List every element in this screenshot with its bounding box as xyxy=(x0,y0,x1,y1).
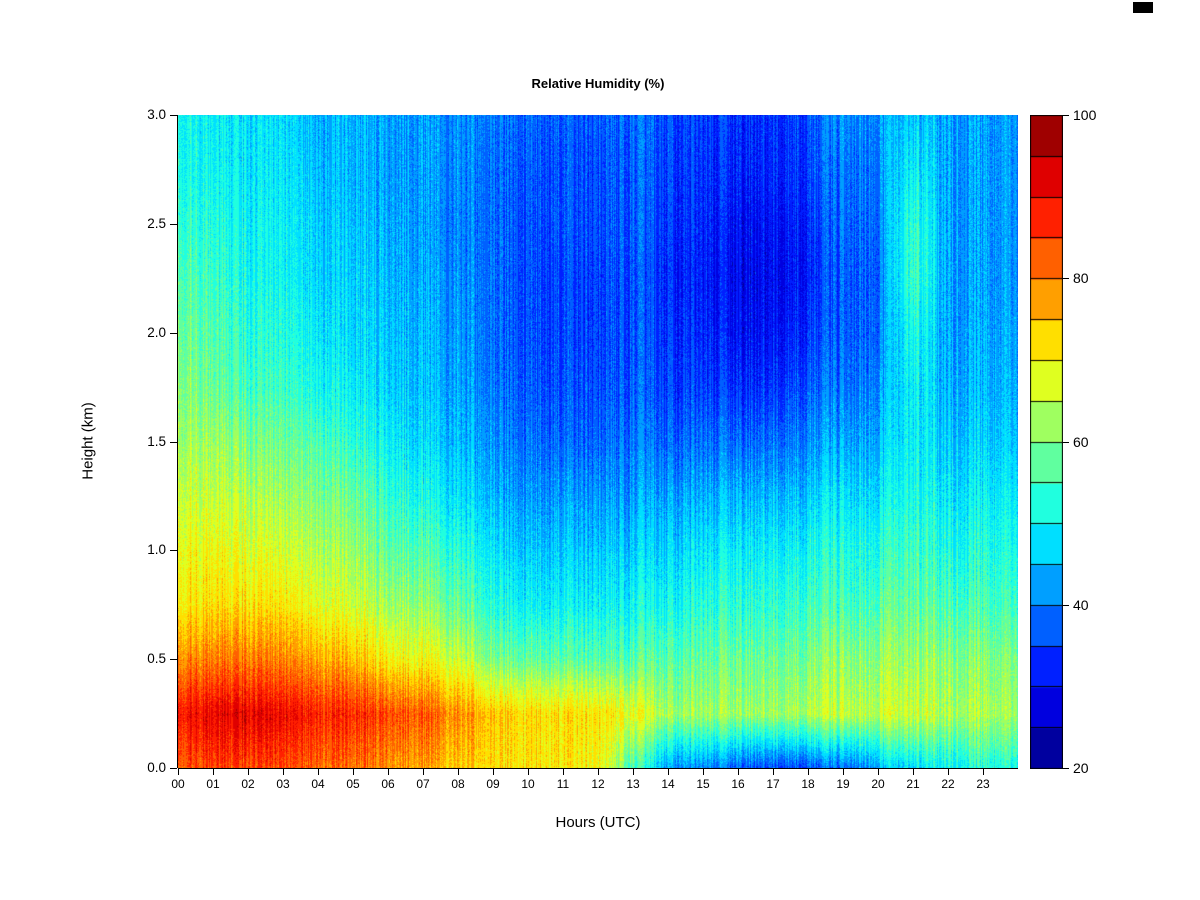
y-tick-label: 2.0 xyxy=(147,324,166,340)
y-tick-mark xyxy=(170,768,177,769)
x-tick-mark xyxy=(213,768,214,775)
y-tick-label: 1.0 xyxy=(147,542,166,558)
colorbar-tick-label: 20 xyxy=(1073,760,1089,776)
x-tick-mark xyxy=(878,768,879,775)
x-tick-mark xyxy=(598,768,599,775)
x-tick-label: 19 xyxy=(836,777,850,791)
y-axis-title: Height (km) xyxy=(79,402,97,480)
x-tick-mark xyxy=(983,768,984,775)
x-tick-label: 21 xyxy=(906,777,920,791)
x-tick-mark xyxy=(703,768,704,775)
x-tick-mark xyxy=(948,768,949,775)
x-tick-label: 04 xyxy=(311,777,325,791)
x-tick-label: 08 xyxy=(451,777,465,791)
x-tick-label: 13 xyxy=(626,777,640,791)
x-tick-mark xyxy=(738,768,739,775)
x-tick-mark xyxy=(493,768,494,775)
colorbar-tick-label: 80 xyxy=(1073,270,1089,287)
x-tick-mark xyxy=(668,768,669,775)
x-tick-mark xyxy=(178,768,179,775)
x-tick-label: 11 xyxy=(556,777,570,791)
x-tick-mark xyxy=(388,768,389,775)
colorbar-tick-mark xyxy=(1063,768,1069,769)
colorbar-tick-label: 60 xyxy=(1073,433,1089,450)
y-tick-label: 0.5 xyxy=(147,651,166,667)
x-tick-label: 01 xyxy=(206,777,220,791)
x-tick-label: 22 xyxy=(941,777,955,791)
y-tick-mark xyxy=(170,115,177,116)
y-tick-label: 0.0 xyxy=(147,760,166,775)
colorbar-tick-mark xyxy=(1063,115,1069,116)
x-tick-label: 18 xyxy=(801,777,815,791)
x-axis-line xyxy=(178,768,1018,769)
x-tick-mark xyxy=(808,768,809,775)
colorbar-tick-mark xyxy=(1063,604,1069,606)
colorbar-tick-mark xyxy=(1063,278,1069,280)
heatmap-canvas xyxy=(178,115,1018,768)
x-tick-mark xyxy=(563,768,564,775)
y-tick-mark xyxy=(170,550,177,552)
y-tick-mark xyxy=(170,441,177,443)
x-tick-label: 03 xyxy=(276,777,290,791)
x-tick-mark xyxy=(913,768,914,775)
x-tick-label: 20 xyxy=(871,777,885,791)
colorbar-tick-label: 100 xyxy=(1073,107,1097,123)
x-tick-label: 09 xyxy=(486,777,500,791)
colorbar-tick-mark xyxy=(1063,441,1069,443)
colorbar-canvas xyxy=(1030,115,1063,769)
x-tick-label: 06 xyxy=(381,777,395,791)
x-tick-mark xyxy=(843,768,844,775)
x-tick-label: 00 xyxy=(171,777,185,791)
x-tick-label: 14 xyxy=(661,777,675,791)
x-tick-label: 02 xyxy=(241,777,255,791)
y-tick-label: 1.5 xyxy=(147,433,166,449)
x-tick-label: 23 xyxy=(976,777,990,791)
x-tick-label: 07 xyxy=(416,777,430,791)
x-tick-mark xyxy=(318,768,319,775)
x-tick-label: 10 xyxy=(521,777,535,791)
x-tick-mark xyxy=(423,768,424,775)
y-tick-label: 3.0 xyxy=(147,107,166,122)
colorbar-tick-label: 40 xyxy=(1073,596,1089,613)
x-tick-mark xyxy=(773,768,774,775)
x-tick-label: 12 xyxy=(591,777,605,791)
x-tick-mark xyxy=(248,768,249,775)
chart-title: Relative Humidity (%) xyxy=(531,76,665,91)
x-tick-mark xyxy=(283,768,284,775)
x-tick-label: 16 xyxy=(731,777,745,791)
y-tick-mark xyxy=(170,223,177,225)
x-tick-mark xyxy=(353,768,354,775)
x-tick-mark xyxy=(528,768,529,775)
x-tick-label: 15 xyxy=(696,777,710,791)
x-tick-label: 17 xyxy=(766,777,780,791)
x-tick-mark xyxy=(633,768,634,775)
screen-artifact xyxy=(1133,2,1153,13)
y-tick-mark xyxy=(170,332,177,334)
x-tick-mark xyxy=(458,768,459,775)
x-axis-title: Hours (UTC) xyxy=(555,814,641,831)
x-tick-label: 05 xyxy=(346,777,360,791)
y-tick-label: 2.5 xyxy=(147,215,166,231)
y-tick-mark xyxy=(170,659,177,661)
